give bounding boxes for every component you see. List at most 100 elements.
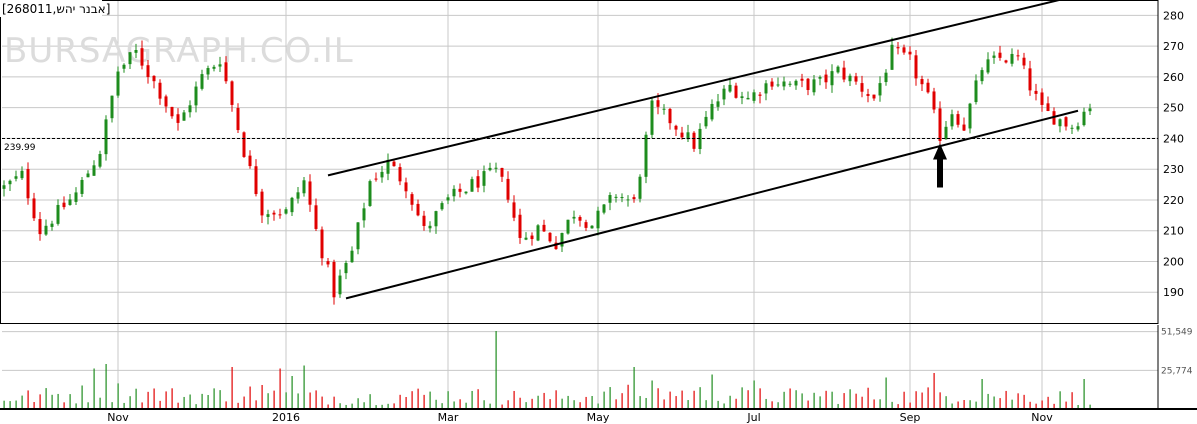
candle: [110, 95, 114, 123]
candle: [326, 257, 330, 268]
candle-body: [242, 132, 246, 157]
volume-bar: [531, 398, 533, 409]
candle-body: [926, 82, 930, 93]
price-tick-label: 220: [1163, 194, 1184, 207]
volume-bar: [657, 388, 659, 409]
volume-bar: [291, 376, 293, 409]
volume-bar: [381, 404, 383, 409]
candle-body: [614, 196, 618, 198]
candle-body: [74, 192, 78, 202]
candle: [614, 194, 618, 203]
volume-bar: [615, 399, 617, 409]
candle-body: [26, 169, 30, 199]
volume-bar: [39, 394, 41, 409]
candle-body: [896, 47, 900, 49]
volume-bar: [453, 401, 455, 409]
candle: [716, 93, 720, 111]
volume-bar: [921, 392, 923, 409]
candle: [794, 79, 798, 90]
candle: [1076, 122, 1080, 132]
price-axis: 190 200 210 220 230 240 250 260 270 280: [1163, 9, 1184, 299]
candle: [596, 206, 600, 236]
candle: [692, 131, 696, 152]
candle: [44, 219, 48, 236]
candle-body: [764, 83, 768, 94]
volume-bar: [795, 390, 797, 409]
volume-bar: [501, 404, 503, 409]
candle-body: [1070, 127, 1074, 129]
price-tick-label: 250: [1163, 102, 1184, 115]
candle: [1058, 118, 1062, 133]
candle: [878, 76, 882, 102]
candle: [68, 194, 72, 206]
candle: [908, 46, 912, 60]
candle: [290, 196, 294, 216]
candle: [962, 117, 966, 132]
volume-bar: [195, 404, 197, 409]
candle-body: [392, 161, 396, 167]
volume-bar: [351, 403, 353, 409]
candle-body: [950, 114, 954, 127]
candle-body: [284, 209, 288, 214]
volume-bar: [309, 392, 311, 409]
volume-bar: [279, 368, 281, 409]
candle: [872, 94, 876, 101]
volume-bar: [285, 392, 287, 409]
candle-body: [20, 170, 24, 179]
candle-body: [224, 62, 228, 82]
candle-body: [668, 108, 672, 124]
volume-bar: [993, 396, 995, 409]
candle-body: [476, 176, 480, 188]
volume-bar: [741, 387, 743, 409]
candle: [128, 52, 132, 70]
candle: [242, 131, 246, 158]
candle: [404, 177, 408, 199]
volume-bar: [105, 364, 107, 409]
candle-body: [464, 191, 468, 194]
volume-bar: [51, 394, 53, 409]
candle-body: [782, 81, 786, 87]
candle-body: [332, 261, 336, 298]
up-arrow-annotation: [933, 143, 947, 188]
candle: [218, 56, 222, 72]
price-tick-label: 240: [1163, 132, 1184, 145]
candle-body: [686, 132, 690, 140]
candle: [350, 246, 354, 263]
candle-body: [626, 199, 630, 201]
volume-bar: [645, 397, 647, 409]
volume-bar: [93, 368, 95, 409]
volume-bar: [987, 393, 989, 409]
candle-body: [728, 84, 732, 92]
candle: [782, 76, 786, 91]
candle-body: [1058, 119, 1062, 127]
candle: [488, 162, 492, 172]
candle-body: [572, 216, 576, 219]
watermark-text: BURSAGRAPH.CO.IL: [4, 31, 354, 71]
candle: [890, 37, 894, 70]
candle-body: [674, 125, 678, 130]
candle-body: [578, 216, 582, 221]
volume-bar: [375, 405, 377, 409]
candle: [62, 196, 66, 210]
volume-bar: [189, 394, 191, 409]
volume-bar: [345, 404, 347, 409]
volume-bar: [855, 393, 857, 409]
candle: [410, 192, 414, 211]
volume-bar: [495, 331, 497, 409]
candle: [926, 78, 930, 94]
candle: [974, 74, 978, 105]
candle: [572, 210, 576, 224]
candle: [458, 183, 462, 198]
candle-body: [662, 108, 666, 110]
candle-body: [296, 192, 300, 199]
candle-body: [470, 179, 474, 192]
candle-body: [902, 47, 906, 53]
volume-bar: [123, 402, 125, 409]
candle-body: [440, 203, 444, 210]
candle-body: [878, 83, 882, 96]
volume-bar: [9, 401, 11, 409]
candle: [980, 67, 984, 85]
candle-body: [230, 81, 234, 105]
volume-bar: [609, 387, 611, 409]
